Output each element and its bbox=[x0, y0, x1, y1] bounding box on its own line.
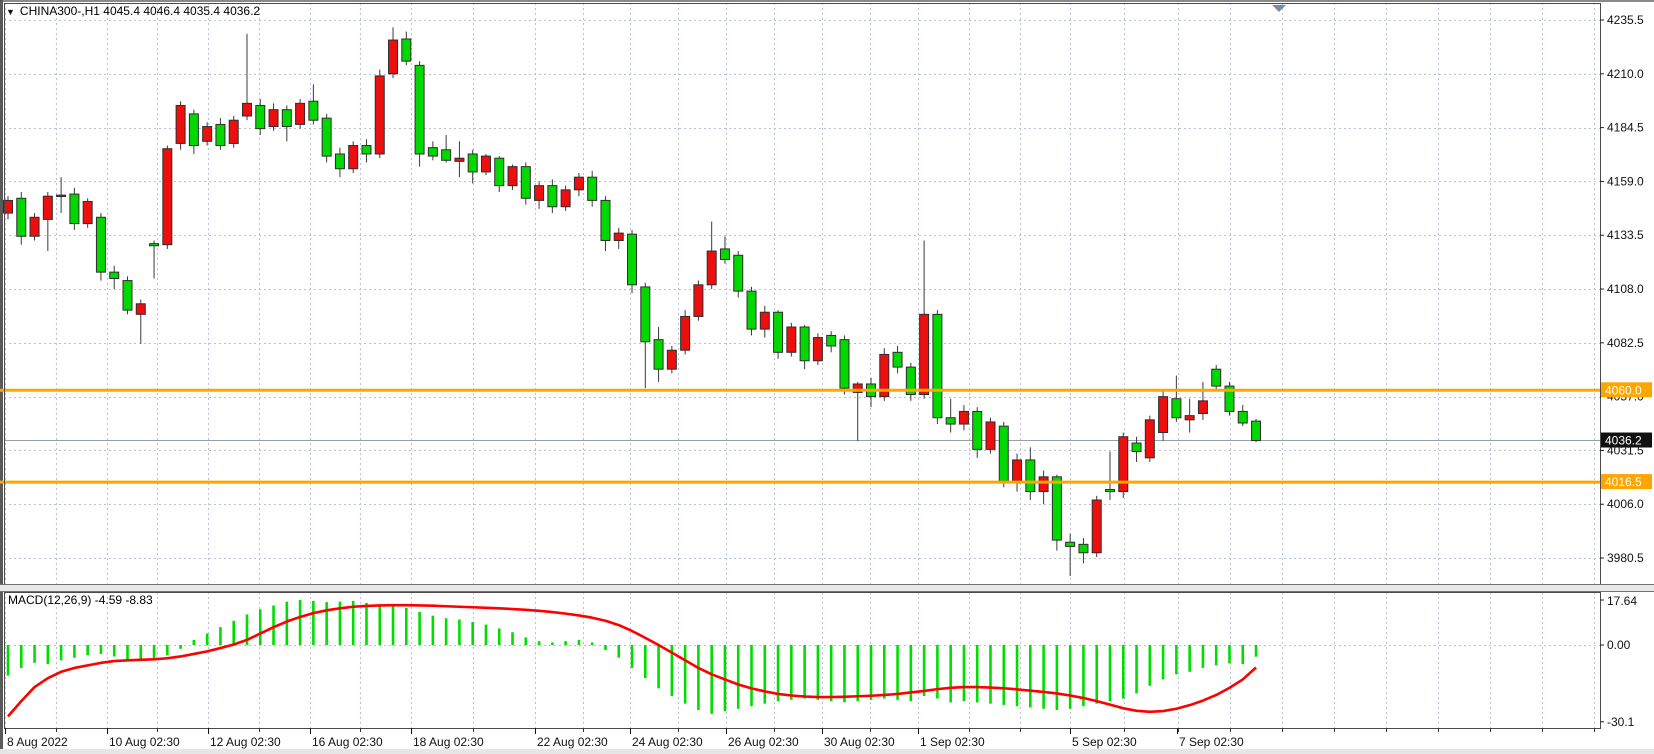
time-tick-label: 26 Aug 02:30 bbox=[728, 735, 799, 749]
chart-dropdown-icon[interactable]: ▼ bbox=[6, 7, 15, 17]
time-tick-label: 5 Sep 02:30 bbox=[1072, 735, 1137, 749]
price-tick-label: 4082.5 bbox=[1607, 336, 1644, 350]
time-tick-label: 1 Sep 02:30 bbox=[920, 735, 985, 749]
price-tick-label: 4133.5 bbox=[1607, 228, 1644, 242]
price-tick-label: 4108.0 bbox=[1607, 282, 1644, 296]
time-tick-label: 30 Aug 02:30 bbox=[824, 735, 895, 749]
price-tick-label: 3980.5 bbox=[1607, 551, 1644, 565]
symbol-info: ▼ CHINA300-,H1 4045.4 4046.4 4035.4 4036.… bbox=[6, 4, 260, 18]
price-tick-label: 4006.0 bbox=[1607, 497, 1644, 511]
price-tick-label: 4210.0 bbox=[1607, 67, 1644, 81]
macd-signal-line bbox=[7, 603, 1257, 718]
price-badge-text: 4060.0 bbox=[1605, 383, 1642, 397]
macd-panel-frame bbox=[4, 592, 1601, 729]
time-tick-label: 10 Aug 02:30 bbox=[109, 735, 180, 749]
price-badge-text: 4036.2 bbox=[1605, 434, 1642, 448]
price-tick-label: 4159.0 bbox=[1607, 174, 1644, 188]
time-tick-label: 18 Aug 02:30 bbox=[413, 735, 484, 749]
chart-shift-marker-icon[interactable] bbox=[1272, 5, 1286, 12]
window-bottom-edge bbox=[0, 749, 1654, 754]
window-left-edge bbox=[0, 0, 3, 750]
time-tick-label: 8 Aug 2022 bbox=[7, 735, 68, 749]
price-tick-label: 4235.5 bbox=[1607, 13, 1644, 27]
price-axis[interactable]: 4235.5 4210.0 4184.5 4159.0 4133.5 4108.0 4082… bbox=[1600, 13, 1652, 565]
time-tick-label: 12 Aug 02:30 bbox=[210, 735, 281, 749]
macd-indicator-label: MACD(12,26,9) -4.59 -8.83 bbox=[8, 593, 153, 607]
candle-series bbox=[3, 27, 1262, 576]
macd-histogram bbox=[6, 600, 1258, 714]
price-badge-4060.0 bbox=[1601, 382, 1652, 398]
time-axis[interactable]: 8 Aug 2022 10 Aug 02:30 12 Aug 02:30 16 Aug… bbox=[5, 728, 1595, 749]
price-tick-label: 4184.5 bbox=[1607, 121, 1644, 135]
panel-splitter[interactable] bbox=[0, 585, 1654, 591]
price-badge-4036.2 bbox=[1601, 432, 1652, 448]
macd-axis[interactable]: 17.64 0.00 -30.1 bbox=[1600, 594, 1637, 729]
window-top-edge bbox=[0, 0, 1654, 2]
macd-tick-label: 0.00 bbox=[1607, 638, 1631, 652]
time-tick-label: 16 Aug 02:30 bbox=[312, 735, 383, 749]
symbol-info-text: CHINA300-,H1 4045.4 4046.4 4035.4 4036.2 bbox=[19, 4, 261, 18]
price-badge-4016.5 bbox=[1601, 474, 1652, 490]
time-tick-label: 22 Aug 02:30 bbox=[537, 735, 608, 749]
macd-tick-label: 17.64 bbox=[1607, 594, 1637, 608]
price-badge-text: 4016.5 bbox=[1605, 475, 1642, 489]
macd-tick-label: -30.1 bbox=[1607, 715, 1635, 729]
time-tick-label: 24 Aug 02:30 bbox=[632, 735, 703, 749]
time-tick-label: 7 Sep 02:30 bbox=[1179, 735, 1244, 749]
gridlines bbox=[4, 3, 1600, 728]
